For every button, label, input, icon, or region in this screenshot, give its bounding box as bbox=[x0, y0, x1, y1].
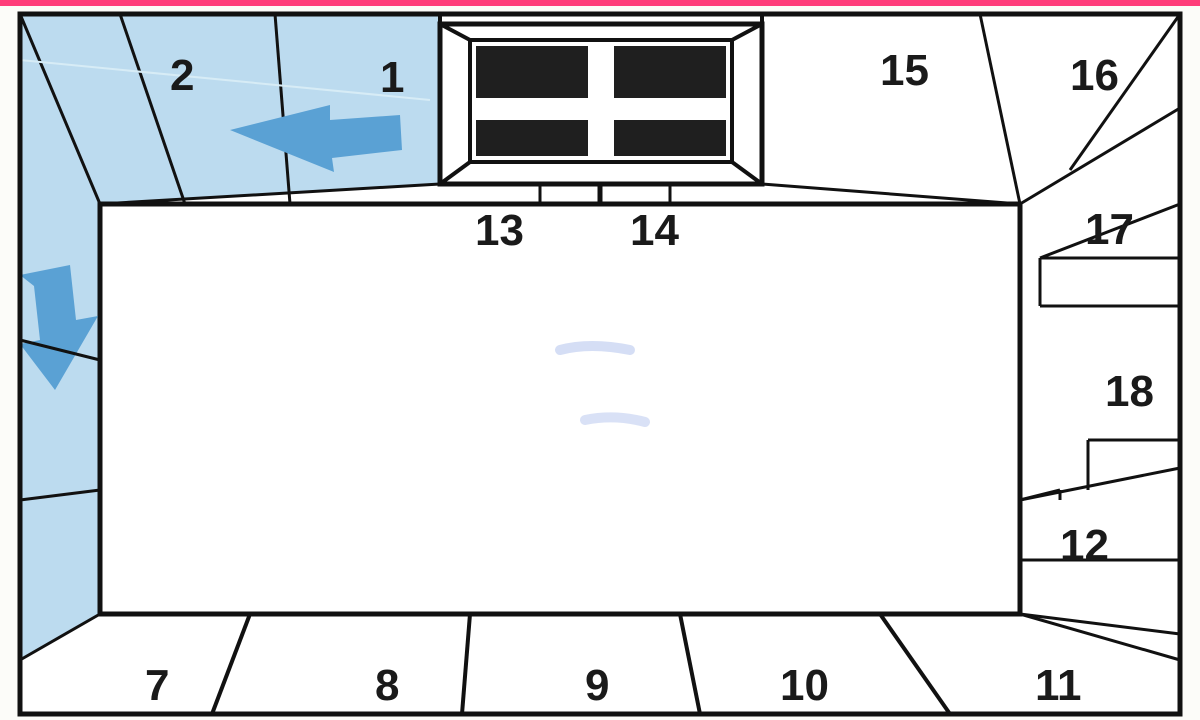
label-9: 9 bbox=[585, 661, 609, 710]
smudge-1 bbox=[560, 346, 630, 350]
label-17: 17 bbox=[1085, 205, 1134, 254]
label-18: 18 bbox=[1105, 367, 1154, 416]
label-11: 11 bbox=[1035, 661, 1082, 710]
label-10: 10 bbox=[780, 661, 829, 710]
ceiling-blue-region bbox=[20, 14, 440, 204]
label-15: 15 bbox=[880, 46, 929, 95]
top-accent-bar bbox=[0, 0, 1200, 6]
skylight-pane-2 bbox=[614, 46, 726, 98]
skylight-pane-1 bbox=[476, 46, 588, 98]
label-7: 7 bbox=[145, 661, 169, 710]
smudge-2 bbox=[585, 417, 645, 422]
label-14: 14 bbox=[630, 206, 679, 255]
label-13: 13 bbox=[475, 206, 524, 255]
center-panel bbox=[100, 204, 1020, 614]
label-8: 8 bbox=[375, 661, 399, 710]
label-12: 12 bbox=[1060, 521, 1109, 570]
skylight-pane-3 bbox=[476, 120, 588, 156]
label-2: 2 bbox=[170, 51, 194, 100]
skylight-pane-4 bbox=[614, 120, 726, 156]
label-16: 16 bbox=[1070, 51, 1119, 100]
label-1: 1 bbox=[380, 53, 404, 102]
